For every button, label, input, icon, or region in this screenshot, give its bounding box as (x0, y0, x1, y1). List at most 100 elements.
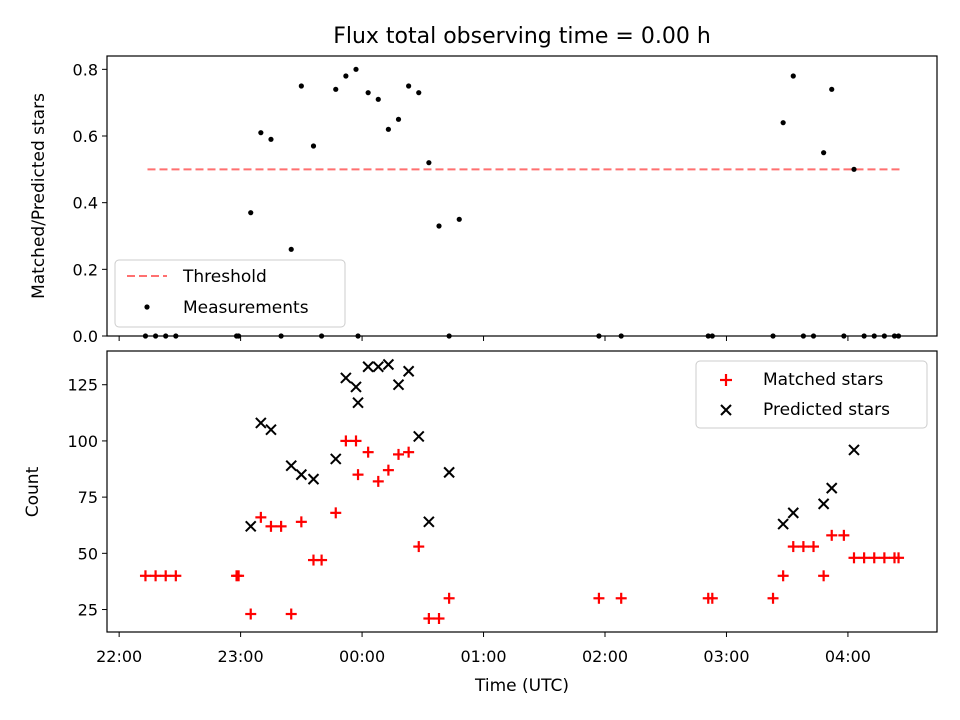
matched-stars-point (340, 435, 352, 447)
measurement-point (416, 90, 422, 96)
ratio-legend-box (114, 259, 346, 328)
threshold-legend-label: Threshold (182, 267, 267, 287)
predicted-stars-point (265, 423, 277, 436)
measurement-point (800, 333, 806, 339)
matched-stars-point (350, 435, 362, 447)
measurement-point (268, 136, 274, 142)
matched-stars-point (787, 541, 799, 553)
matched-stars-point (433, 613, 445, 625)
measurement-point (258, 130, 264, 136)
count-x-tick-label: 02:00 (582, 647, 628, 666)
measurement-point (288, 246, 294, 252)
ratio-legend: Threshold Measurements (114, 259, 346, 328)
matched-stars-point (255, 511, 267, 523)
measurement-point (456, 216, 462, 222)
count-legend-box (695, 360, 928, 429)
x-axis-label: Time (UTC) (474, 676, 569, 696)
predicted-stars-point (255, 417, 267, 429)
matched-stars-point (245, 608, 257, 620)
matched-stars-point (352, 469, 364, 481)
predicted-stars-point (826, 482, 838, 494)
matched-stars-point (858, 552, 870, 564)
count-marks (139, 358, 905, 625)
predicted-stars-point (245, 520, 257, 533)
measurement-point (709, 333, 715, 339)
matched-stars-point (868, 552, 880, 564)
measurement-point (318, 333, 325, 339)
matched-stars-point (330, 507, 342, 519)
measurement-point (235, 333, 242, 339)
matched-stars-point (285, 608, 297, 620)
measurements-legend-label: Measurements (183, 298, 309, 318)
ratio-y-tick-label: 0.0 (73, 327, 98, 346)
measurement-point (385, 126, 391, 132)
ratio-x-ticks (118, 336, 849, 341)
count-y-axis-label: Count (23, 466, 43, 517)
ratio-plot-frame (106, 55, 938, 337)
measurement-point (861, 333, 867, 339)
matched-stars-point (593, 592, 605, 604)
measurement-point (790, 73, 796, 79)
measurement-point (705, 333, 711, 339)
ratio-y-axis-label: Matched/Predicted stars (29, 93, 49, 299)
measurement-point (375, 96, 381, 102)
predicted-legend-label: Predicted stars (763, 400, 890, 420)
matched-stars-point (393, 448, 405, 460)
matched-stars-point (443, 592, 455, 604)
predicted-stars-point (423, 516, 435, 528)
count-y-tick-label: 50 (78, 544, 98, 563)
measurement-point (871, 333, 877, 339)
measurement-point (891, 333, 898, 339)
measurement-point (780, 120, 786, 126)
matched-stars-point (233, 570, 245, 582)
measurement-point (618, 333, 624, 339)
predicted-stars-point (307, 473, 320, 485)
ratio-y-tick-label: 0.2 (73, 260, 98, 279)
matched-stars-point (848, 552, 860, 564)
predicted-stars-point (817, 498, 830, 510)
matched-stars-point (372, 475, 384, 487)
predicted-stars-point (848, 444, 860, 456)
matched-stars-point (160, 570, 172, 582)
measurement-point (248, 210, 254, 216)
predicted-stars-point (285, 459, 297, 472)
ratio-panel: 0.00.20.40.60.8 Matched/Predicted stars … (29, 55, 938, 346)
matched-stars-point (170, 570, 182, 582)
ratio-y-tick-label: 0.6 (73, 127, 98, 146)
predicted-stars-point (330, 453, 342, 465)
matched-stars-point (295, 516, 307, 528)
measurement-point (821, 150, 827, 156)
matched-stars-point (797, 541, 809, 553)
predicted-stars-point (787, 507, 799, 519)
matched-stars-point (826, 529, 838, 541)
measurement-point (298, 83, 304, 89)
measurement-point (829, 86, 835, 92)
predicted-stars-point (350, 381, 362, 393)
measurement-point (353, 66, 359, 72)
matched-stars-point (382, 464, 394, 476)
matched-stars-point (362, 446, 374, 458)
predicted-stars-point (352, 396, 364, 409)
measurement-point (355, 333, 361, 339)
matched-stars-point (767, 592, 779, 604)
predicted-legend-swatch (720, 404, 732, 416)
measurement-point (343, 73, 349, 79)
measurement-point (365, 90, 371, 96)
measurement-point (446, 333, 452, 339)
matched-stars-point (275, 520, 287, 532)
measurement-point (810, 333, 817, 339)
predicted-stars-point (777, 518, 789, 530)
count-x-tick-label: 23:00 (218, 647, 264, 666)
matched-stars-point (316, 554, 328, 566)
measurement-point (851, 166, 857, 172)
predicted-stars-point (340, 372, 352, 384)
matched-stars-point (878, 552, 890, 564)
ratio-y-ticks: 0.0 0.2 0.4 0.6 0.8 (73, 60, 107, 346)
measurement-point (395, 116, 402, 122)
predicted-stars-point (362, 361, 374, 373)
count-y-ticks: 25 50 75 100 125 (67, 376, 107, 620)
count-y-tick-label: 25 (78, 601, 98, 620)
measurement-point (310, 143, 317, 149)
count-x-ticks: 22:00 23:00 00:00 01:00 02:00 03:00 04:00 (96, 632, 871, 666)
